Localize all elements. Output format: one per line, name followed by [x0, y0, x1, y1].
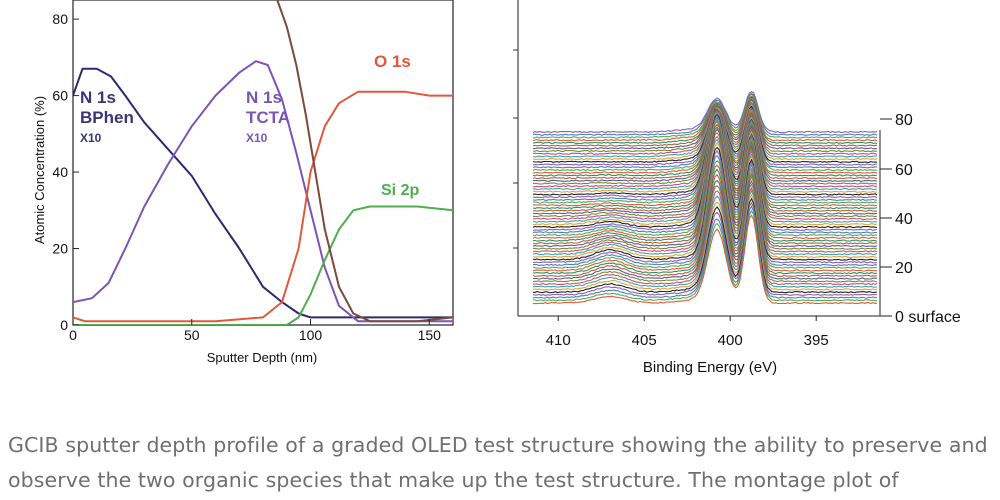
- depth-profile-series-4: [276, 0, 453, 323]
- spectrum-line: [532, 189, 878, 288]
- spectra-x-axis-label: Binding Energy (eV): [643, 359, 777, 376]
- figure-caption: GCIB sputter depth profile of a graded O…: [8, 428, 992, 498]
- spectrum-line: [532, 201, 878, 297]
- depth-profile-y-tick-label: 20: [52, 241, 68, 257]
- spectra-x-tick-label: 410: [546, 332, 571, 349]
- depth-profile-x-tick-label: 50: [184, 327, 200, 343]
- depth-profile-y-tick-label: 60: [52, 88, 68, 104]
- spectrum-line: [532, 90, 878, 134]
- depth-profile-x-tick-label: 100: [299, 327, 323, 343]
- depth-profile-x-axis-label: Sputter Depth (nm): [207, 350, 318, 365]
- spectrum-line: [532, 168, 878, 275]
- depth-profile-annotation: N 1s: [80, 88, 116, 107]
- depth-profile-annotation: N 1s: [246, 88, 282, 107]
- spectrum-line: [532, 92, 878, 136]
- spectra-depth-tick-label: 80: [895, 112, 913, 129]
- spectra-x-tick-label: 405: [632, 332, 657, 349]
- depth-profile-y-tick-label: 0: [60, 317, 68, 333]
- spectrum-line: [532, 197, 878, 294]
- depth-profile-series-0: [73, 67, 453, 319]
- spectrum-line: [532, 107, 878, 166]
- depth-profile-annotation: O 1s: [374, 52, 411, 71]
- spectrum-line: [532, 96, 878, 145]
- spectrum-line: [532, 95, 878, 142]
- spectra-depth-tick-label: 20: [895, 260, 913, 277]
- spectra-x-tick-label: 400: [718, 332, 743, 349]
- spectrum-line: [532, 186, 878, 286]
- depth-profile-x-tick-label: 150: [418, 327, 442, 343]
- spectra-depth-tick-label: 40: [895, 211, 913, 228]
- depth-profile-y-axis-label: Atomic Concentration (%): [32, 96, 47, 244]
- depth-profile-y-tick-label: 40: [52, 164, 68, 180]
- spectrum-line: [532, 93, 878, 139]
- depth-profile-annotation: BPhen: [80, 108, 134, 127]
- spectrum-line: [532, 102, 878, 158]
- depth-profile-annotation: TCTA: [246, 108, 290, 127]
- depth-profile-annotation: X10: [80, 131, 102, 145]
- depth-profile-series-2: [73, 90, 453, 323]
- spectra-x-tick-label: 395: [804, 332, 829, 349]
- binding-energy-montage-chart: 410 405 400 395 0 surface 20 40 60 80 Binding En…: [513, 0, 961, 376]
- spectra-depth-tick-label: 60: [895, 162, 913, 179]
- depth-profile-x-tick-label: 0: [69, 327, 77, 343]
- spectrum-line: [532, 193, 878, 291]
- depth-profile-annotation: Si 2p: [381, 182, 419, 199]
- spectrum-line: [533, 179, 877, 280]
- spectra-depth-tick-label: 0 surface: [895, 309, 961, 326]
- depth-profile-annotation: X10: [246, 131, 268, 145]
- depth-profile-series-3: [73, 205, 453, 325]
- spectrum-line: [532, 160, 878, 269]
- depth-profile-plot-frame: [72, 0, 454, 326]
- spectrum-line: [532, 214, 878, 305]
- spectrum-line: [532, 209, 878, 302]
- spectrum-line: [532, 99, 878, 150]
- spectrum-line: [532, 173, 878, 277]
- depth-profile-y-tick-label: 80: [52, 11, 68, 27]
- caption-text: GCIB sputter depth profile of a graded O…: [8, 433, 988, 492]
- spectrum-line: [532, 205, 878, 299]
